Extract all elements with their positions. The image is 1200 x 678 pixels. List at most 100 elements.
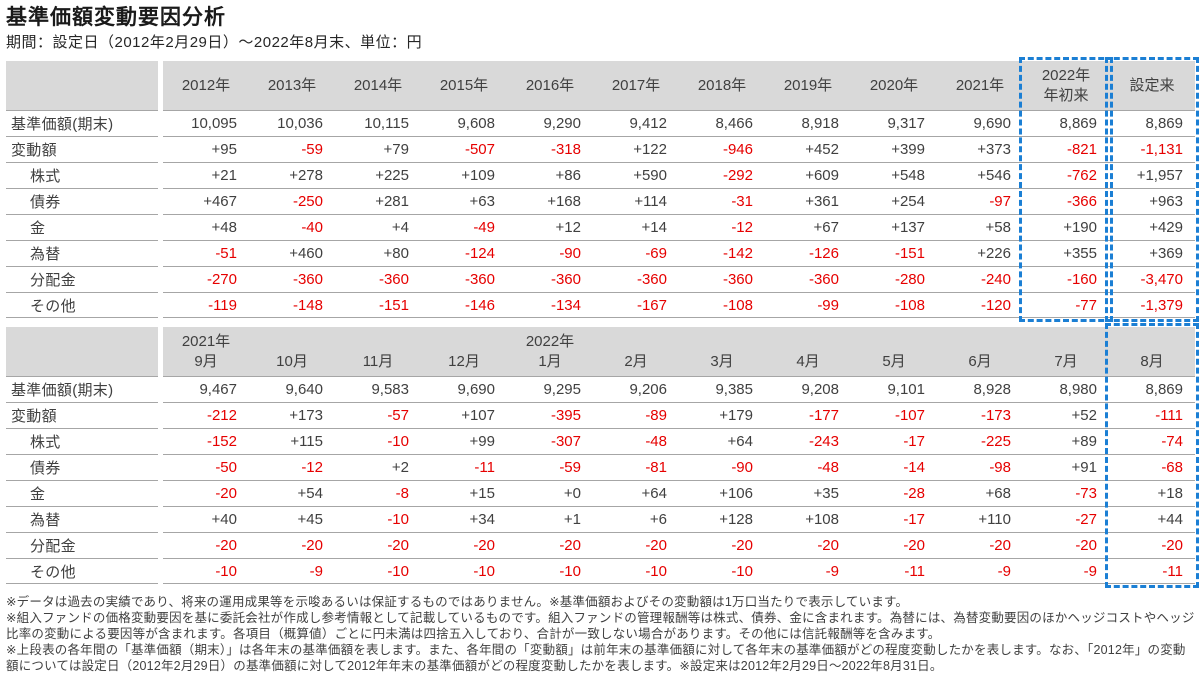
value-cell: -360 [249,266,335,292]
value-cell: 9,583 [335,376,421,402]
table-row: 変動額 +95 -59 +79 -507 -318 +122 -946 +452 +399 +373… [6,136,1195,162]
value-cell: -366 [1023,188,1109,214]
value-cell: +168 [507,188,593,214]
column-header-line: 2022年 [1041,66,1091,84]
value-cell: +254 [851,188,937,214]
table-corner-cell [6,61,158,110]
value-cell: -59 [507,454,593,480]
value-cell: +107 [421,402,507,428]
value-cell: -10 [335,558,421,584]
value-cell: -9 [937,558,1023,584]
value-cell: +34 [421,506,507,532]
column-header-line: 2013年 [267,77,317,94]
value-cell: +54 [249,480,335,506]
column-header: 2022年年初来 [1023,61,1109,110]
value-cell: -821 [1023,136,1109,162]
value-cell: 9,290 [507,110,593,136]
column-header: 2012年 [163,61,249,110]
column-header-line: 年初来 [1043,86,1089,104]
value-cell: -318 [507,136,593,162]
value-cell: +40 [163,506,249,532]
value-cell: -48 [593,428,679,454]
column-header-line: 2021年 [181,332,231,350]
value-cell: -20 [593,532,679,558]
table-row: 金 +48 -40 +4 -49 +12 +14 -12 +67 +137 +58 +190 +429 [6,214,1195,240]
value-cell: +609 [765,162,851,188]
row-label: 分配金 [6,532,158,558]
column-header: 4月 [765,327,851,376]
value-cell: 10,115 [335,110,421,136]
value-cell: -124 [421,240,507,266]
column-header-line: 10月 [276,352,308,370]
row-label: 為替 [6,240,158,266]
column-header-line: 2019年 [783,77,833,94]
value-cell: +79 [335,136,421,162]
column-header-line: 2017年 [611,77,661,94]
value-cell: +429 [1109,214,1195,240]
value-cell: -240 [937,266,1023,292]
value-cell: -108 [851,292,937,318]
value-cell: +179 [679,402,765,428]
value-cell: +137 [851,214,937,240]
column-header-line: 2014年 [353,77,403,94]
value-cell: -20 [1023,532,1109,558]
footnote-calculation: ※上段表の各年間の「基準価額（期末）」は各年末の基準価額を表します。また、各年間… [6,643,1186,673]
value-cell: -146 [421,292,507,318]
column-header: 2013年 [249,61,335,110]
value-cell: -148 [249,292,335,318]
value-cell: +52 [1023,402,1109,428]
value-cell: 9,385 [679,376,765,402]
table-row: その他 -119 -148 -151 -146 -134 -167 -108 -99 -108 -1… [6,292,1195,318]
value-cell: -68 [1109,454,1195,480]
column-header-line: 8月 [1140,352,1164,370]
row-label: 金 [6,480,158,506]
row-label: その他 [6,558,158,584]
column-header: 11月 [335,327,421,376]
value-cell: -20 [765,532,851,558]
value-cell: -20 [421,532,507,558]
value-cell: 9,467 [163,376,249,402]
column-header-line: 3月 [710,352,734,370]
value-cell: +108 [765,506,851,532]
value-cell: +15 [421,480,507,506]
column-header-line: 2018年 [697,77,747,94]
column-header: 8月 [1109,327,1195,376]
table-row: 株式 +21 +278 +225 +109 +86 +590 -292 +609 +548 +546… [6,162,1195,188]
table-row: 基準価額(期末) 9,467 9,640 9,583 9,690 9,295 9,206 9,… [6,376,1195,402]
value-cell: -98 [937,454,1023,480]
column-header: 10月 [249,327,335,376]
value-cell: -142 [679,240,765,266]
value-cell: -225 [937,428,1023,454]
column-header-line: 2016年 [525,77,575,94]
value-cell: +35 [765,480,851,506]
column-header: 12月 [421,327,507,376]
column-header: 2014年 [335,61,421,110]
value-cell: +67 [765,214,851,240]
value-cell: -99 [765,292,851,318]
value-cell: -20 [507,532,593,558]
value-cell: +109 [421,162,507,188]
value-cell: -507 [421,136,507,162]
value-cell: +89 [1023,428,1109,454]
column-header-line: 2015年 [439,77,489,94]
value-cell: -77 [1023,292,1109,318]
row-label: 為替 [6,506,158,532]
value-cell: -243 [765,428,851,454]
value-cell: -50 [163,454,249,480]
value-cell: -8 [335,480,421,506]
table-row: 変動額 -212 +173 -57 +107 -395 -89 +179 -177 -107 -17… [6,402,1195,428]
value-cell: -292 [679,162,765,188]
value-cell: -173 [937,402,1023,428]
column-header: 2020年 [851,61,937,110]
value-cell: -946 [679,136,765,162]
column-header: 7月 [1023,327,1109,376]
row-label: 債券 [6,188,158,214]
value-cell: 9,690 [421,376,507,402]
column-header-line: 1月 [538,352,562,370]
value-cell: -89 [593,402,679,428]
column-header-line: 7月 [1054,352,1078,370]
value-cell: +21 [163,162,249,188]
column-header: 2022年 1月 [507,327,593,376]
value-cell: +106 [679,480,765,506]
value-cell: 8,918 [765,110,851,136]
